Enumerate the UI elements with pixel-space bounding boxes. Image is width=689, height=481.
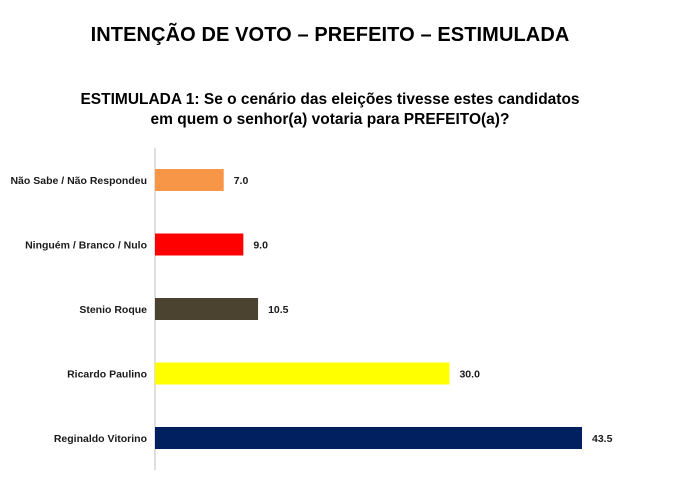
category-label: Ninguém / Branco / Nulo (25, 240, 147, 252)
value-label: 7.0 (234, 175, 249, 187)
question-line-2: em quem o senhor(a) votaria para PREFEIT… (150, 111, 510, 128)
chart-question: ESTIMULADA 1: Se o cenário das eleições … (0, 90, 660, 130)
bar-3 (155, 362, 450, 385)
bar-2 (155, 298, 259, 320)
value-label: 30.0 (459, 369, 480, 381)
category-label: Não Sabe / Não Respondeu (10, 175, 147, 187)
bar-4 (155, 427, 582, 449)
value-label: 9.0 (253, 240, 268, 252)
bar-0 (155, 169, 224, 191)
value-label: 10.5 (268, 304, 289, 316)
category-label: Stenio Roque (79, 304, 147, 316)
question-line-1: ESTIMULADA 1: Se o cenário das eleições … (80, 91, 580, 108)
page-title: INTENÇÃO DE VOTO – PREFEITO – ESTIMULADA (90, 24, 570, 46)
bar-1 (155, 233, 244, 256)
category-label: Ricardo Paulino (67, 369, 147, 381)
category-label: Reginaldo Vitorino (54, 433, 147, 445)
value-label: 43.5 (592, 433, 613, 445)
